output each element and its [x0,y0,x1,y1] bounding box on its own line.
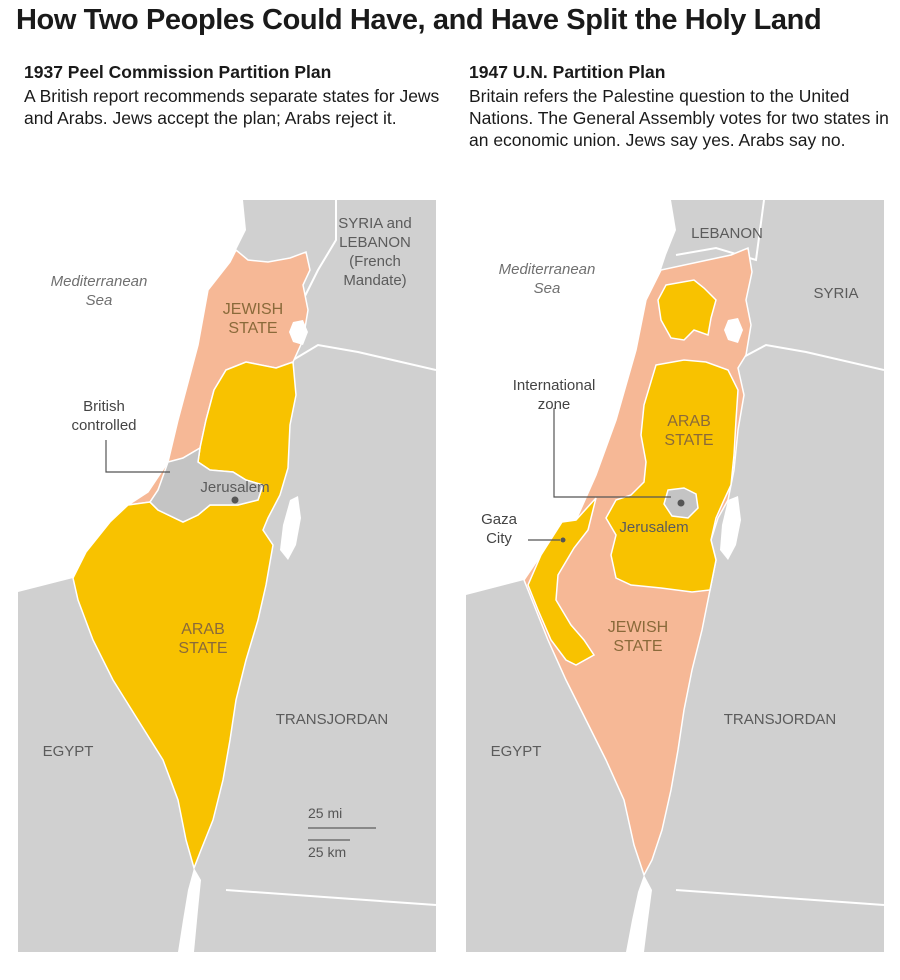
gulf-of-aqaba [626,875,652,952]
transjordan-label: TRANSJORDAN [275,711,389,728]
arab-state-gaza [527,497,597,666]
gaza-city-label: Gaza City [481,511,517,547]
page-title: How Two Peoples Could Have, and Have Spl… [16,4,822,36]
scale-km-label: 25 km [308,844,347,860]
syria-lebanon-label: SYRIA and LEBANON (French Mandate) [338,215,412,289]
mediterranean-sea [18,200,246,592]
border-line [675,889,884,906]
arab-state-label: ARAB STATE [178,621,228,657]
gulf-of-aqaba [178,868,201,952]
border-line [292,343,436,371]
arab-state-label: ARAB STATE [664,413,714,449]
scale-mi-label: 25 mi [308,805,343,821]
border-line [737,343,884,371]
peel-map-svg [18,200,436,952]
jerusalem-label: Jerusalem [619,519,689,536]
egypt-label: EGYPT [42,743,94,760]
jerusalem-label: Jerusalem [200,479,270,496]
jewish-state-label: JEWISH STATE [222,301,284,337]
egypt-label: EGYPT [490,743,542,760]
international-zone-label: International zone [512,377,596,413]
un-plan-map: LEBANON Mediterranean Sea SYRIA Internati… [466,200,884,952]
mediterranean-label: Mediterranean Sea [498,261,596,297]
un-plan-header: 1947 U.N. Partition Plan Britain refers … [469,62,899,151]
mediterranean-sea [466,200,676,595]
international-leader-line [553,408,671,498]
dead-sea [720,496,741,560]
jewish-state-label: JEWISH STATE [607,619,669,655]
dead-sea [280,496,301,560]
peel-plan-description: A British report recommends separate sta… [24,86,440,128]
sea-of-galilee [289,320,308,345]
peel-plan-title: 1937 Peel Commission Partition Plan [24,62,332,82]
peel-plan-map: Mediterranean Sea SYRIA and LEBANON (Frenc… [18,200,436,952]
jerusalem-dot [231,496,239,504]
arab-state-galilee [657,279,717,341]
syria-label: SYRIA [813,285,859,302]
arab-state-central [605,359,739,593]
lebanon-label: LEBANON [691,225,763,242]
british-leader-line [105,440,170,473]
gaza-city-dot [560,537,566,543]
border-line [225,889,436,906]
transjordan-label: TRANSJORDAN [723,711,837,728]
british-controlled-label: British controlled [71,398,137,434]
mediterranean-label: Mediterranean Sea [50,273,148,309]
peel-plan-header: 1937 Peel Commission Partition Plan A Br… [24,62,454,129]
un-plan-description: Britain refers the Palestine question to… [469,86,889,150]
sea-of-galilee [724,318,743,343]
un-map-svg [466,200,884,952]
british-controlled-region [149,446,264,523]
jerusalem-dot [677,499,685,507]
un-plan-title: 1947 U.N. Partition Plan [469,62,666,82]
